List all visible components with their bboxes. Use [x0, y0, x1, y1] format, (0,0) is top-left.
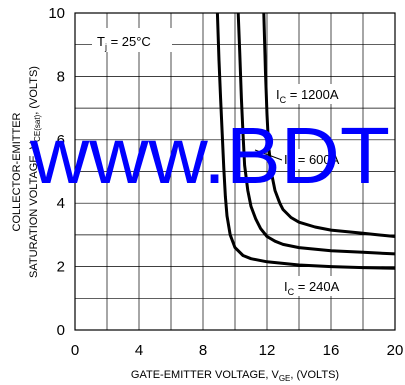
- y-axis-label-line2-suffix: , (VOLTS): [28, 66, 40, 115]
- label-bg-240: [280, 276, 358, 296]
- y-axis-label-line1: COLLECTOR-EMITTER: [11, 112, 23, 231]
- y-axis-label-line2: SATURATION VOLTAGE, VCE(sat), (VOLTS): [28, 66, 42, 278]
- y-axis-label-line2-sub: CE(sat): [33, 114, 42, 141]
- series-line-600A: [236, 12, 396, 256]
- curve-label-600: IC = 600A: [284, 152, 340, 170]
- label-bg-1200: [272, 84, 358, 104]
- x-axis-label-sub: GE: [279, 374, 291, 383]
- watermark: www.BDT: [29, 111, 390, 200]
- leader-600: [254, 149, 283, 161]
- y-tick-label: 0: [57, 322, 65, 339]
- series-line-240A: [215, 12, 396, 270]
- label-240-main: I: [284, 279, 288, 294]
- label-600-main: I: [284, 152, 288, 167]
- y-tick-label: 4: [57, 195, 65, 212]
- condition-sub: j: [104, 42, 107, 52]
- x-tick-label: 4: [135, 342, 143, 359]
- label-bg-600: [282, 149, 354, 169]
- grid: [75, 13, 395, 330]
- condition-label-bg: [92, 28, 172, 52]
- x-tick-label: 20: [387, 342, 404, 359]
- condition-main: T: [97, 34, 105, 49]
- series-line-1200A: [262, 12, 396, 238]
- y-axis-label-line2-main: SATURATION VOLTAGE, V: [28, 141, 40, 278]
- x-tick-label: 8: [199, 342, 207, 359]
- x-axis-label-suffix: , (VOLTS): [290, 369, 339, 381]
- x-axis-label: GATE-EMITTER VOLTAGE, VGE, (VOLTS): [131, 369, 339, 383]
- curves: [215, 12, 396, 270]
- x-tick-labels: 0 4 8 12 16 20: [71, 342, 404, 359]
- y-tick-label: 2: [57, 259, 65, 276]
- curve-label-240: IC = 240A: [284, 279, 340, 297]
- label-1200-suffix: = 1200A: [286, 87, 339, 102]
- curve-label-1200: IC = 1200A: [276, 87, 339, 105]
- y-tick-label: 10: [48, 5, 65, 22]
- x-tick-label: 12: [259, 342, 276, 359]
- x-tick-label: 0: [71, 342, 79, 359]
- label-600-suffix: = 600A: [294, 152, 340, 167]
- y-axis-label-line1-text: COLLECTOR-EMITTER: [11, 112, 23, 231]
- condition-label: Tj = 25°C: [97, 34, 151, 52]
- label-600-sub: C: [288, 160, 295, 170]
- label-240-sub: C: [288, 287, 295, 297]
- x-tick-label: 16: [323, 342, 340, 359]
- x-axis-label-main: GATE-EMITTER VOLTAGE, V: [131, 369, 280, 381]
- label-240-suffix: = 240A: [294, 279, 340, 294]
- condition-suffix: = 25°C: [107, 34, 151, 49]
- plot-frame: [74, 12, 396, 331]
- y-tick-labels: 0 2 4 6 8 10: [48, 5, 65, 339]
- label-1200-sub: C: [280, 95, 287, 105]
- y-tick-label: 6: [57, 132, 65, 149]
- y-tick-label: 8: [57, 68, 65, 85]
- label-1200-main: I: [276, 87, 280, 102]
